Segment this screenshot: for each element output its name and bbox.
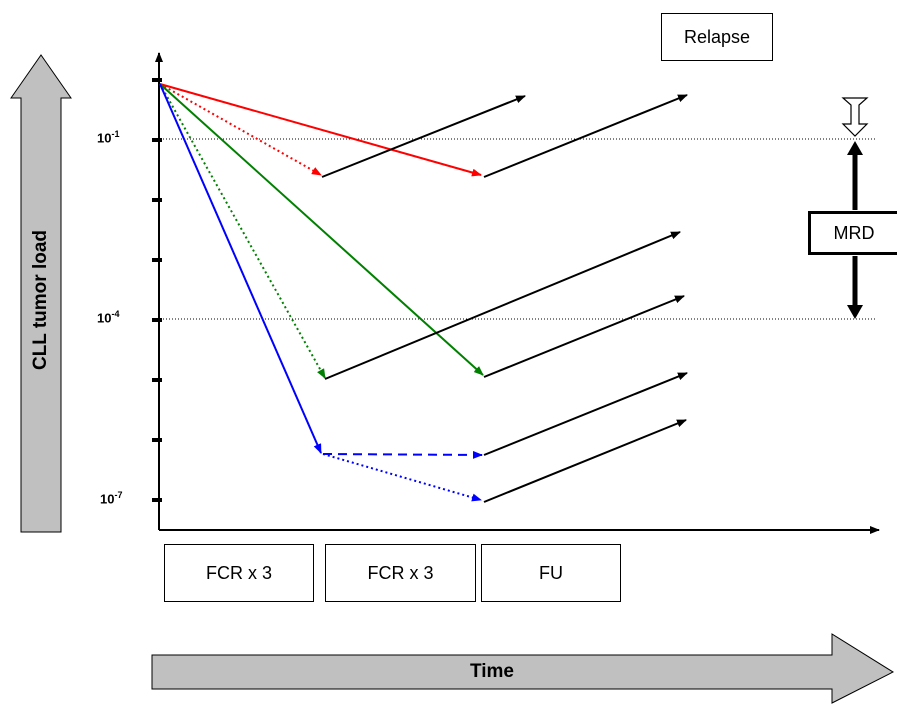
phase-label: FU — [539, 562, 563, 583]
time-big-arrow — [151, 633, 895, 704]
mrd-arrowhead-up — [847, 141, 863, 155]
green-solid-line — [159, 83, 484, 376]
relapse-box: Relapse — [661, 13, 773, 61]
relapse-arrow — [483, 295, 685, 378]
y-tick-label: 10-7 — [100, 490, 123, 507]
y-tick-label: 10-1 — [97, 129, 120, 146]
blue-solid-line — [159, 83, 322, 454]
phase-label: FCR x 3 — [205, 562, 272, 583]
relapse-arrow — [483, 372, 688, 456]
blue-dotted-line — [322, 453, 482, 502]
phase-box-fu: FU — [481, 544, 621, 602]
mrd-label: MRD — [833, 222, 875, 243]
x-axis-title-text: Time — [469, 661, 514, 682]
relapse-arrow — [483, 419, 687, 503]
x-axis-title: Time — [152, 657, 832, 687]
relapse-arrow — [324, 231, 681, 380]
relapse-arrow — [483, 94, 688, 178]
phase-box-fcr-1: FCR x 3 — [164, 544, 314, 602]
blue-dashed-line — [322, 450, 483, 459]
relapse-arrow — [321, 95, 526, 178]
red-dotted-line — [159, 83, 322, 176]
relapse-label: Relapse — [683, 26, 751, 47]
y-ticks — [152, 78, 162, 502]
red-solid-line — [159, 83, 482, 177]
y-axis-title-text: CLL tumor load — [30, 229, 51, 371]
mrd-box: MRD — [808, 211, 897, 255]
green-dotted-line — [159, 83, 326, 379]
phase-label: FCR x 3 — [367, 562, 434, 583]
mrd-arrowhead-down — [847, 305, 863, 319]
tumor-load-big-arrow — [10, 54, 72, 533]
y-tick-label: 10-4 — [97, 309, 120, 326]
hollow-double-arrow — [841, 97, 869, 137]
relapse-arrows — [321, 94, 688, 503]
phase-box-fcr-2: FCR x 3 — [325, 544, 476, 602]
